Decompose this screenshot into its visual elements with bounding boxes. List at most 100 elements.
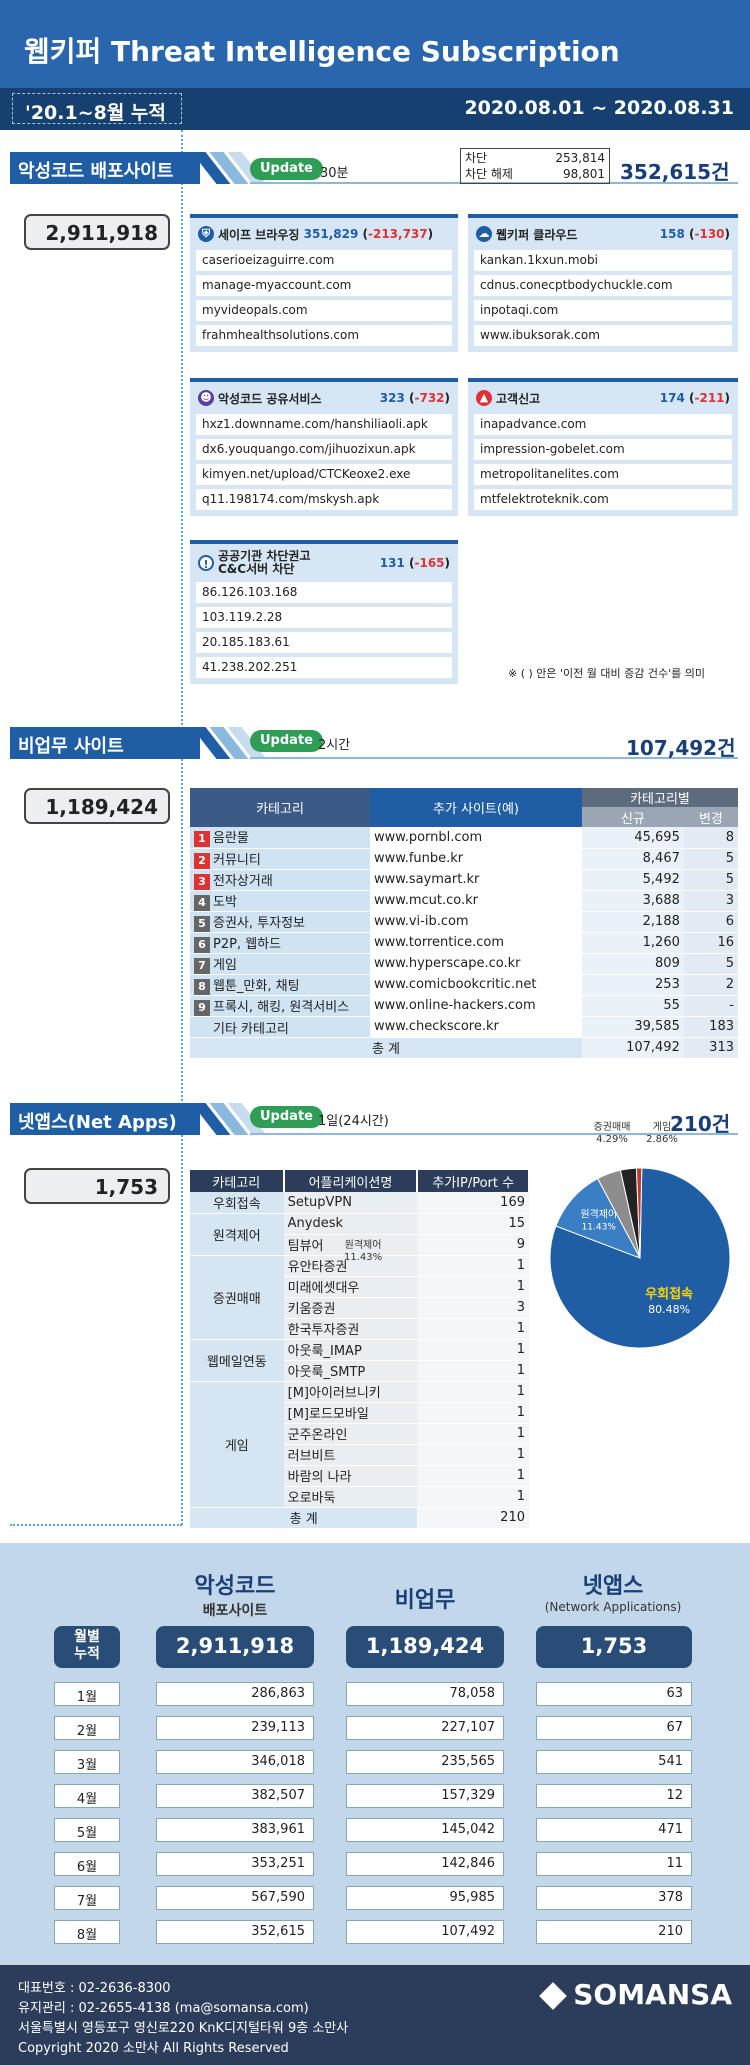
site-example: www.hyperscape.co.kr xyxy=(370,953,582,975)
rank-badge: 7 xyxy=(194,957,210,974)
month-nonwork: 95,985 xyxy=(346,1886,504,1910)
month-netapps: 541 xyxy=(536,1750,692,1774)
table-row: 게임 [M]아이러브니키 1 xyxy=(190,1381,529,1508)
app-category: 웹메일연동 xyxy=(190,1339,284,1382)
app-category: 게임 xyxy=(190,1381,284,1508)
list-item: inapadvance.com xyxy=(474,414,732,435)
table-row: 2 커뮤니티 www.funbe.kr 8,467 5 xyxy=(190,848,738,870)
list-item: impression-gobelet.com xyxy=(474,439,732,460)
list-item: manage-myaccount.com xyxy=(196,275,452,296)
site-example: www.saymart.kr xyxy=(370,869,582,891)
site-example: www.torrentice.com xyxy=(370,932,582,954)
table-row: 6 P2P, 웹하드 www.torrentice.com 1,260 16 xyxy=(190,932,738,954)
page-title: 웹키퍼 Threat Intelligence Subscription xyxy=(24,35,620,68)
category-name: 게임 xyxy=(213,957,237,973)
alert-icon: ! xyxy=(198,555,214,571)
source-box-safe-browsing: ⛨ 세이프 브라우징 351,829 (-213,737) caserioeiza… xyxy=(190,214,458,352)
month-malware: 353,251 xyxy=(156,1852,314,1876)
siren-icon: ▲ xyxy=(476,390,492,406)
col-title-malware: 악성코드 배포사이트 xyxy=(194,1574,276,1619)
category-name: 증권사, 투자정보 xyxy=(213,915,305,931)
month-nonwork: 107,492 xyxy=(346,1920,504,1944)
table-row: 오로바둑 1 xyxy=(190,1486,529,1508)
rank-badge: 1 xyxy=(194,831,210,848)
new-count: 45,695 xyxy=(582,827,684,849)
footnote: ※ ( ) 안은 '이전 월 대비 증감 건수'를 의미 xyxy=(508,667,705,680)
month-netapps: 63 xyxy=(536,1682,692,1706)
month-nonwork: 227,107 xyxy=(346,1716,504,1740)
source-box-sharing: ☻ 악성코드 공유서비스 323 (-732) hxz1.downname.com/… xyxy=(190,378,458,516)
sum-row: 총 계 210 xyxy=(190,1507,529,1529)
site-example: www.pornbl.com xyxy=(370,827,582,849)
pie-value: 80.48% xyxy=(648,1303,690,1316)
month-malware: 346,018 xyxy=(156,1750,314,1774)
app-name: 키움증권 xyxy=(283,1297,418,1319)
ip-count: 1 xyxy=(417,1444,529,1466)
table-row: 8 웹툰_만화, 채팅 www.comicbookcritic.net 253 2 xyxy=(190,974,738,996)
rank-badge: 5 xyxy=(194,915,210,932)
rank-badge: 6 xyxy=(194,936,210,953)
pie-label: 우회접속 xyxy=(645,1286,693,1302)
table-row: 우회접속 SetupVPN 169 xyxy=(190,1192,529,1214)
category-name: 프록시, 해킹, 원격서비스 xyxy=(213,999,350,1015)
period-label: '20.1~8월 누적 xyxy=(12,93,182,124)
category-name: 기타 카테고리 xyxy=(213,1021,289,1037)
table-row: 웹메일연동 아웃룩_IMAP 1 xyxy=(190,1339,529,1382)
app-name: 팀뷰어 xyxy=(283,1234,418,1256)
update-badge: Update xyxy=(250,730,323,752)
app-name: 유안타증권 xyxy=(283,1255,418,1277)
ip-count: 1 xyxy=(417,1486,529,1508)
pie-outer-label: 게임 2.86% xyxy=(646,1122,678,1145)
col-title-netapps: 넷앱스 (Network Applications) xyxy=(544,1574,682,1614)
list-item: hxz1.downname.com/hanshiliaoli.apk xyxy=(196,414,452,435)
table-row: 기타 카테고리 www.checkscore.kr 39,585 183 xyxy=(190,1016,738,1038)
app-name: [M]아이러브니키 xyxy=(283,1381,418,1403)
address: 서울특별시 영등포구 영신로220 KnK디지털타워 9층 소만사 xyxy=(18,2021,349,2036)
ip-count: 15 xyxy=(417,1213,529,1235)
logo-icon xyxy=(539,1982,568,2010)
month-label: 4월 xyxy=(54,1784,120,1808)
new-count: 2,188 xyxy=(582,911,684,933)
list-item: 86.126.103.168 xyxy=(196,582,452,603)
list-item: 41.238.202.251 xyxy=(196,657,452,678)
phone-maintenance: 유지관리 : 02-2655-4138 (ma@somansa.com) xyxy=(18,2001,309,2016)
netapps-table: 카테고리 어플리케이션명 추가IP/Port 수 우회접속 SetupVPN 169 원격… xyxy=(190,1170,530,1529)
table-row: 아웃룩_SMTP 1 xyxy=(190,1360,529,1382)
overlap-label: 원격제어 11.43% xyxy=(344,1240,383,1263)
list-item: 20.185.183.61 xyxy=(196,632,452,653)
month-netapps: 378 xyxy=(536,1886,692,1910)
section-total: 352,615건 xyxy=(620,160,730,184)
copyright: Copyright 2020 소만사 All Rights Reserved xyxy=(18,2041,289,2056)
month-nonwork: 157,329 xyxy=(346,1784,504,1808)
list-item: myvideopals.com xyxy=(196,300,452,321)
app-name: Anydesk xyxy=(283,1213,418,1235)
section-title-nonwork: 비업무 사이트 xyxy=(10,727,267,759)
month-netapps: 210 xyxy=(536,1920,692,1944)
site-example: www.mcut.co.kr xyxy=(370,890,582,912)
update-badge: Update xyxy=(250,1106,323,1128)
app-category: 원격제어 xyxy=(190,1213,284,1256)
rank-badge: 3 xyxy=(194,873,210,890)
list-item: kankan.1kxun.mobi xyxy=(474,250,732,271)
app-name: 바람의 나라 xyxy=(283,1465,418,1487)
table-row: 원격제어 Anydesk 15 xyxy=(190,1213,529,1256)
ip-count: 1 xyxy=(417,1381,529,1403)
table-row: [M]로드모바일 1 xyxy=(190,1402,529,1424)
ip-count: 169 xyxy=(417,1192,529,1214)
section-underline xyxy=(250,757,738,759)
change-count: 6 xyxy=(683,911,738,933)
month-nonwork: 78,058 xyxy=(346,1682,504,1706)
list-item: caserioeizaguirre.com xyxy=(196,250,452,271)
list-item: q11.198174.com/mskysh.apk xyxy=(196,489,452,510)
dotted-divider xyxy=(181,130,183,1525)
block-summary: 차단 253,814 차단 해제 98,801 xyxy=(460,148,610,184)
table-row: 1 음란물 www.pornbl.com 45,695 8 xyxy=(190,827,738,849)
month-nonwork: 145,042 xyxy=(346,1818,504,1842)
new-count: 253 xyxy=(582,974,684,996)
list-item: frahmhealthsolutions.com xyxy=(196,325,452,346)
category-name: 도박 xyxy=(213,894,237,910)
list-item: inpotaqi.com xyxy=(474,300,732,321)
source-box-public: ! 공공기관 차단권고 C&C서버 차단 131 (-165) 86.126.103.… xyxy=(190,540,458,684)
month-malware: 567,590 xyxy=(156,1886,314,1910)
table-row: 러브비트 1 xyxy=(190,1444,529,1466)
